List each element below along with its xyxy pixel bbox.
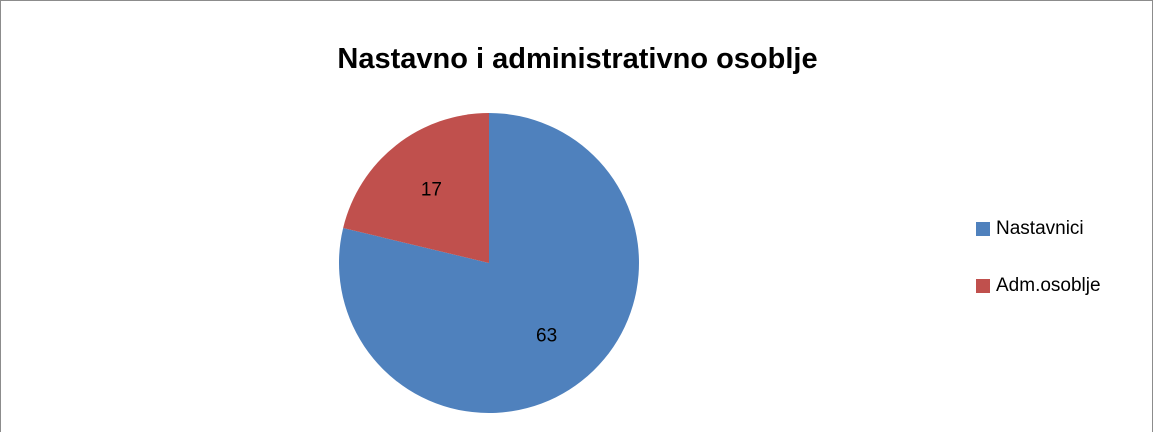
- data-label-nastavnici: 63: [536, 326, 557, 347]
- legend-swatch-nastavnici: [976, 222, 990, 236]
- legend-swatch-adm-osoblje: [976, 279, 990, 293]
- legend-item-nastavnici: Nastavnici: [976, 215, 1101, 243]
- legend-label-adm-osoblje: Adm.osoblje: [996, 275, 1101, 296]
- data-label-adm-osoblje: 17: [421, 180, 442, 201]
- pie-slice-adm-osoblje: [343, 113, 489, 263]
- legend-label-nastavnici: Nastavnici: [996, 218, 1084, 239]
- pie-slice-nastavnici: [338, 113, 639, 413]
- legend-item-adm-osoblje: Adm.osoblje: [976, 272, 1101, 300]
- chart-legend: Nastavnici Adm.osoblje: [976, 215, 1101, 329]
- chart-title: Nastavno i administrativno osoblje: [337, 43, 818, 75]
